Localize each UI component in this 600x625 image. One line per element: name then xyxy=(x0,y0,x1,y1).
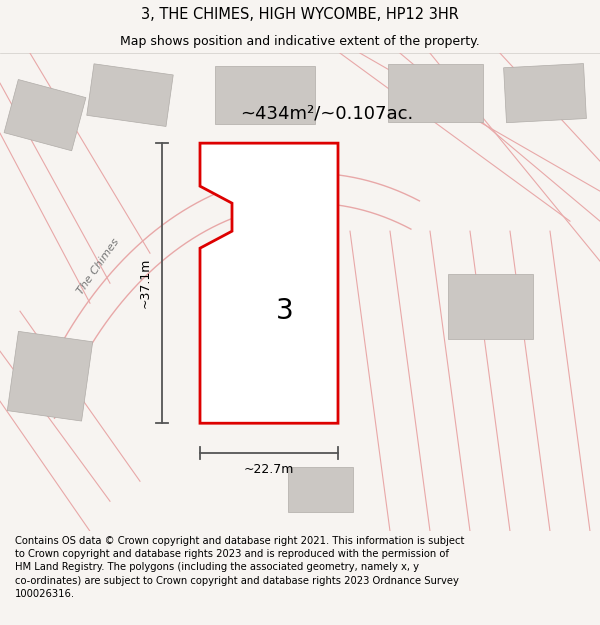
Polygon shape xyxy=(503,64,586,122)
Polygon shape xyxy=(87,64,173,126)
Polygon shape xyxy=(388,64,482,122)
Polygon shape xyxy=(287,467,353,512)
Polygon shape xyxy=(200,143,338,423)
Polygon shape xyxy=(448,274,533,339)
Text: Map shows position and indicative extent of the property.: Map shows position and indicative extent… xyxy=(120,35,480,48)
Text: ~37.1m: ~37.1m xyxy=(139,258,152,308)
Text: Contains OS data © Crown copyright and database right 2021. This information is : Contains OS data © Crown copyright and d… xyxy=(15,536,464,599)
Text: 3, THE CHIMES, HIGH WYCOMBE, HP12 3HR: 3, THE CHIMES, HIGH WYCOMBE, HP12 3HR xyxy=(141,8,459,22)
Text: The Chimes: The Chimes xyxy=(75,236,121,296)
Text: 3: 3 xyxy=(276,298,294,325)
Polygon shape xyxy=(7,331,93,421)
Text: ~22.7m: ~22.7m xyxy=(244,463,294,476)
Polygon shape xyxy=(215,66,315,124)
Polygon shape xyxy=(4,79,86,151)
Text: ~434m²/~0.107ac.: ~434m²/~0.107ac. xyxy=(240,104,413,122)
